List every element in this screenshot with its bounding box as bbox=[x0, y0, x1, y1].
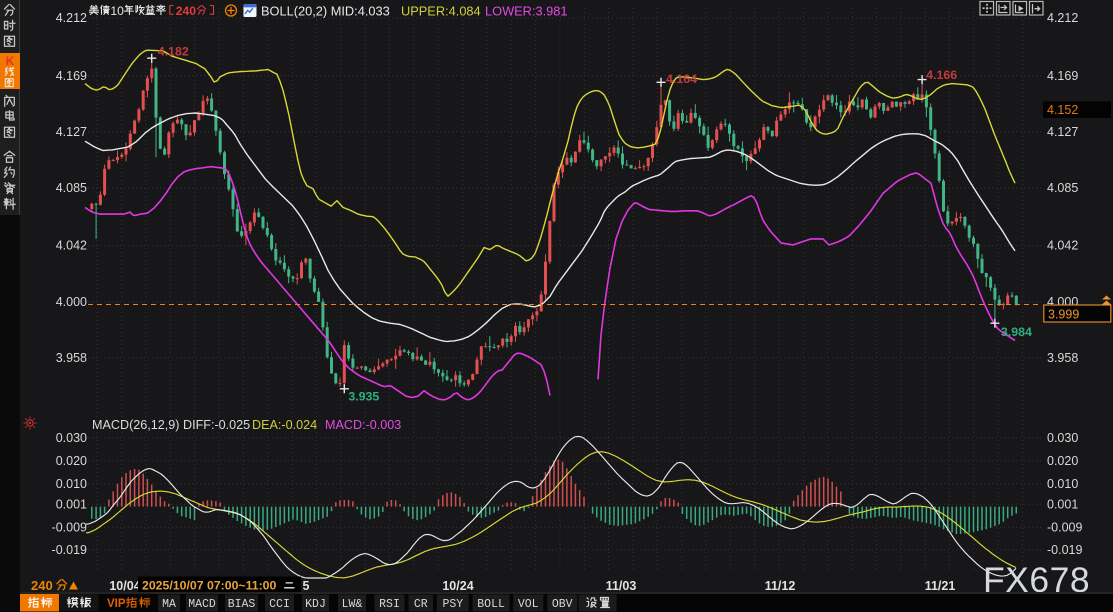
svg-text:BOLL(20,2) MID:4.033: BOLL(20,2) MID:4.033 bbox=[261, 4, 390, 19]
svg-text:3.958: 3.958 bbox=[1047, 351, 1078, 365]
svg-text:MA: MA bbox=[162, 598, 176, 611]
svg-text:UPPER:4.084: UPPER:4.084 bbox=[401, 4, 481, 19]
svg-text:10/04: 10/04 bbox=[109, 579, 140, 593]
svg-text:-0.019: -0.019 bbox=[52, 543, 87, 557]
svg-text:3.958: 3.958 bbox=[56, 351, 87, 365]
svg-text:11/03: 11/03 bbox=[606, 579, 637, 593]
svg-text:3.935: 3.935 bbox=[348, 389, 379, 403]
svg-text:DEA:-0.024: DEA:-0.024 bbox=[252, 418, 317, 432]
svg-text:2025/10/07 07:00~11:00: 2025/10/07 07:00~11:00 bbox=[142, 579, 277, 593]
svg-text:4.164: 4.164 bbox=[666, 72, 697, 86]
svg-text:4.085: 4.085 bbox=[56, 181, 87, 195]
svg-text:BOLL: BOLL bbox=[477, 598, 505, 611]
svg-text:4.085: 4.085 bbox=[1047, 181, 1078, 195]
svg-text:0.020: 0.020 bbox=[56, 454, 87, 468]
svg-text:5: 5 bbox=[303, 579, 310, 593]
svg-text:-0.009: -0.009 bbox=[1047, 520, 1082, 534]
svg-text:OBV: OBV bbox=[552, 598, 573, 611]
svg-text:MACD:-0.003: MACD:-0.003 bbox=[325, 418, 401, 432]
svg-text:4.042: 4.042 bbox=[56, 239, 87, 253]
svg-text:10: 10 bbox=[110, 4, 124, 18]
svg-text:240: 240 bbox=[176, 4, 197, 18]
svg-text:0.010: 0.010 bbox=[56, 477, 87, 491]
svg-text:11/12: 11/12 bbox=[765, 579, 796, 593]
svg-text:-0.019: -0.019 bbox=[1047, 543, 1082, 557]
svg-text:MACD: MACD bbox=[188, 598, 216, 611]
svg-text:KDJ: KDJ bbox=[305, 598, 326, 611]
svg-text:4.169: 4.169 bbox=[1047, 69, 1078, 83]
svg-text:K: K bbox=[6, 56, 15, 68]
svg-text:LW&: LW& bbox=[342, 598, 363, 611]
svg-text:3.999: 3.999 bbox=[1048, 308, 1079, 322]
svg-text:VOL: VOL bbox=[518, 598, 539, 611]
svg-text:4.000: 4.000 bbox=[56, 295, 87, 309]
svg-text:4.127: 4.127 bbox=[1047, 125, 1078, 139]
svg-text:RSI: RSI bbox=[379, 598, 400, 611]
svg-text:LOWER:3.981: LOWER:3.981 bbox=[485, 4, 568, 19]
svg-text:0.030: 0.030 bbox=[1047, 431, 1078, 445]
svg-text:240: 240 bbox=[31, 578, 53, 593]
svg-text:VIP: VIP bbox=[107, 598, 126, 610]
svg-text:BIAS: BIAS bbox=[228, 598, 256, 611]
svg-text:4.042: 4.042 bbox=[1047, 239, 1078, 253]
svg-text:4.127: 4.127 bbox=[56, 125, 87, 139]
svg-text:3.984: 3.984 bbox=[1001, 325, 1032, 339]
svg-text:0.030: 0.030 bbox=[56, 431, 87, 445]
svg-text:0.001: 0.001 bbox=[1047, 498, 1078, 512]
svg-text:4.169: 4.169 bbox=[56, 69, 87, 83]
svg-text:CR: CR bbox=[414, 598, 428, 611]
svg-text:11/21: 11/21 bbox=[925, 579, 956, 593]
svg-text:4.212: 4.212 bbox=[56, 11, 87, 25]
svg-text:-0.009: -0.009 bbox=[52, 520, 87, 534]
svg-text:PSY: PSY bbox=[442, 598, 463, 611]
svg-text:4.152: 4.152 bbox=[1047, 103, 1078, 117]
svg-text:4.182: 4.182 bbox=[158, 45, 189, 59]
svg-text:MACD(26,12,9) DIFF:-0.025: MACD(26,12,9) DIFF:-0.025 bbox=[92, 418, 250, 432]
svg-text:0.010: 0.010 bbox=[1047, 477, 1078, 491]
svg-text:10/24: 10/24 bbox=[442, 579, 473, 593]
svg-text:4.166: 4.166 bbox=[926, 68, 957, 82]
svg-text:0.020: 0.020 bbox=[1047, 454, 1078, 468]
svg-text:4.212: 4.212 bbox=[1047, 11, 1078, 25]
svg-text:0.001: 0.001 bbox=[56, 498, 87, 512]
svg-text:CCI: CCI bbox=[269, 598, 290, 611]
